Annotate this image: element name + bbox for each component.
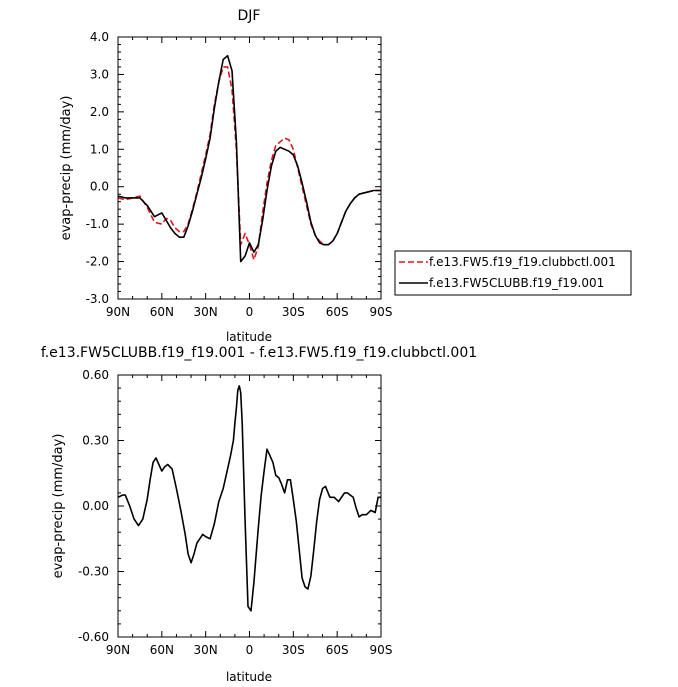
top-y-axis-label: evap-precip (mm/day): [59, 96, 74, 241]
top-x-tick-label: 60S: [326, 305, 349, 319]
top-x-tick-label: 60N: [150, 305, 174, 319]
top-plot-frame: [117, 36, 382, 300]
bottom-axis-ticks: 90N 60N 30N 0 30S 60S 90S -0.60 -0.30 0.00 0.30 0.6…: [78, 368, 393, 657]
top-y-tick-label: 2.0: [90, 105, 109, 119]
legend: f.e13.FW5.f19_f19.clubbctl.001 f.e13.FW5…: [394, 250, 632, 296]
bottom-y-tick-label: -0.60: [78, 630, 109, 644]
top-y-tick-label: -1.0: [86, 217, 109, 231]
top-y-tick-label: 3.0: [90, 67, 109, 81]
bottom-x-tick-label: 60N: [150, 643, 174, 657]
top-x-tick-label: 30N: [194, 305, 218, 319]
bottom-series: [117, 385, 381, 612]
top-y-tick-label: -3.0: [86, 292, 109, 306]
bottom-x-tick-label: 90S: [370, 643, 393, 657]
top-y-tick-label: 4.0: [90, 30, 109, 44]
bottom-panel: f.e13.FW5CLUBB.f19_f19.001 - f.e13.FW5.f…: [41, 345, 477, 684]
top-x-tick-label: 90N: [106, 305, 130, 319]
bottom-x-axis-label: latitude: [226, 670, 272, 684]
bottom-y-axis-label: evap-precip (mm/day): [51, 434, 66, 579]
bottom-y-tick-label: 0.00: [82, 499, 109, 513]
top-series-line-1: [117, 54, 381, 263]
bottom-y-tick-label: 0.60: [82, 368, 109, 382]
legend-label-ctl: f.e13.FW5.f19_f19.clubbctl.001: [429, 255, 616, 269]
bottom-x-tick-label: 0: [246, 643, 254, 657]
top-series-line-0: [117, 66, 381, 261]
bottom-y-tick-label: 0.30: [82, 434, 109, 448]
bottom-x-tick-label: 60S: [326, 643, 349, 657]
bottom-y-tick-label: -0.30: [78, 565, 109, 579]
top-panel: DJF 90N 60N 30N 0 30S 60S 90S -3.0 -2.0 -1.0 0.0 1.…: [59, 8, 392, 344]
bottom-x-tick-label: 90N: [106, 643, 130, 657]
top-y-tick-label: 1.0: [90, 142, 109, 156]
top-y-tick-label: 0.0: [90, 180, 109, 194]
top-x-tick-label: 30S: [282, 305, 305, 319]
bottom-series-line-0: [117, 385, 381, 612]
bottom-x-tick-label: 30S: [282, 643, 305, 657]
top-chart-title: DJF: [238, 8, 261, 24]
top-series: [117, 54, 381, 263]
bottom-plot-frame: [117, 374, 382, 638]
top-axis-ticks: 90N 60N 30N 0 30S 60S 90S -3.0 -2.0 -1.0 0.0 1.0 2.0…: [86, 30, 393, 319]
top-x-tick-label: 90S: [370, 305, 393, 319]
legend-label-clubb: f.e13.FW5CLUBB.f19_f19.001: [429, 276, 604, 290]
top-x-axis-label: latitude: [226, 330, 272, 344]
top-y-tick-label: -2.0: [86, 255, 109, 269]
bottom-chart-title: f.e13.FW5CLUBB.f19_f19.001 - f.e13.FW5.f…: [41, 345, 477, 361]
legend-box: [394, 250, 632, 296]
top-x-tick-label: 0: [246, 305, 254, 319]
bottom-x-tick-label: 30N: [194, 643, 218, 657]
